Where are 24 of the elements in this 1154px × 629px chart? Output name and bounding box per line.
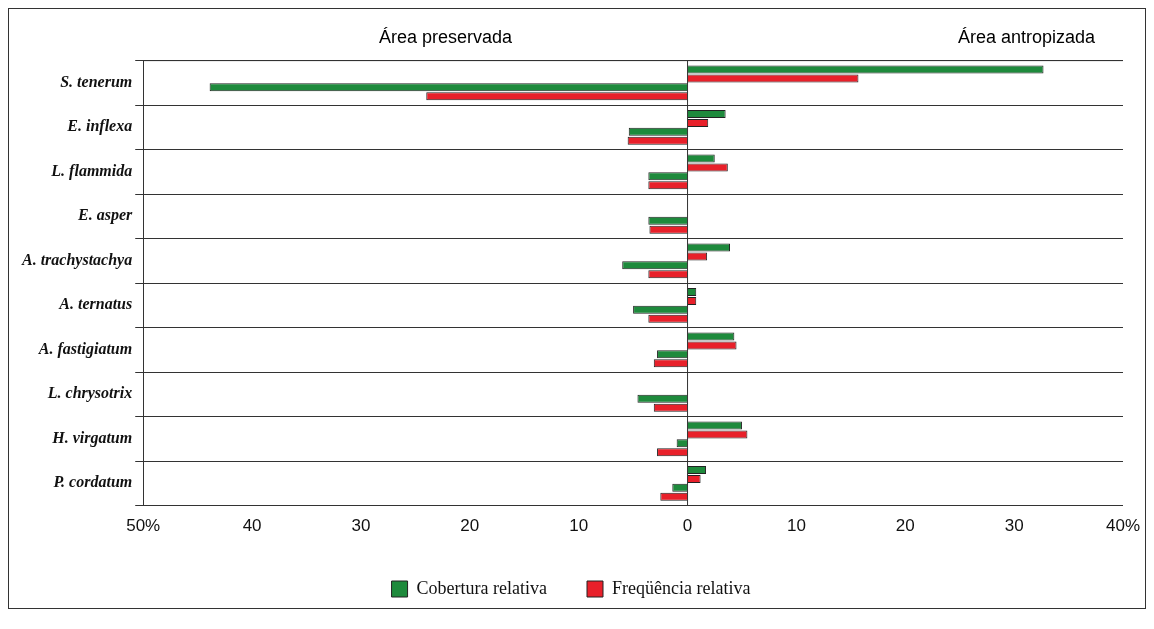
x-tick-label: 40 [242,516,262,536]
y-tick-label: E. asper [76,206,133,225]
x-tick-label: 30 [1004,516,1024,536]
x-tick-label: 20 [895,516,915,536]
y-tick-label: L. flammida [50,161,133,180]
text: Área antropizada [957,27,1095,48]
y-tick-label: S. tenerum [60,72,133,90]
y-tick-label: E. inflexa [66,117,133,136]
y-tick-label: H. virgatum [51,428,133,447]
y-tick-label: L. chrysotrix [46,384,133,403]
y-tick-label: P. cordatum [52,473,133,491]
y-tick-label: A. trachystachya [21,250,133,269]
x-tick-label: 30 [351,516,371,536]
text: Área preservada [379,27,513,48]
y-tick-label: A. ternatus [58,295,133,313]
x-tick-label: 10 [786,516,806,536]
x-tick-label: 40% [1105,516,1140,536]
y-tick-label: A. fastigiatum [37,339,133,358]
x-tick-label: 10 [569,516,589,536]
x-tick-label: 0 [682,516,693,536]
x-tick-label: 20 [460,516,480,536]
x-tick-label: 50% [126,516,161,536]
legend-label: Cobertura relativa [416,577,548,598]
legend-label: Freqüência relativa [612,577,751,598]
